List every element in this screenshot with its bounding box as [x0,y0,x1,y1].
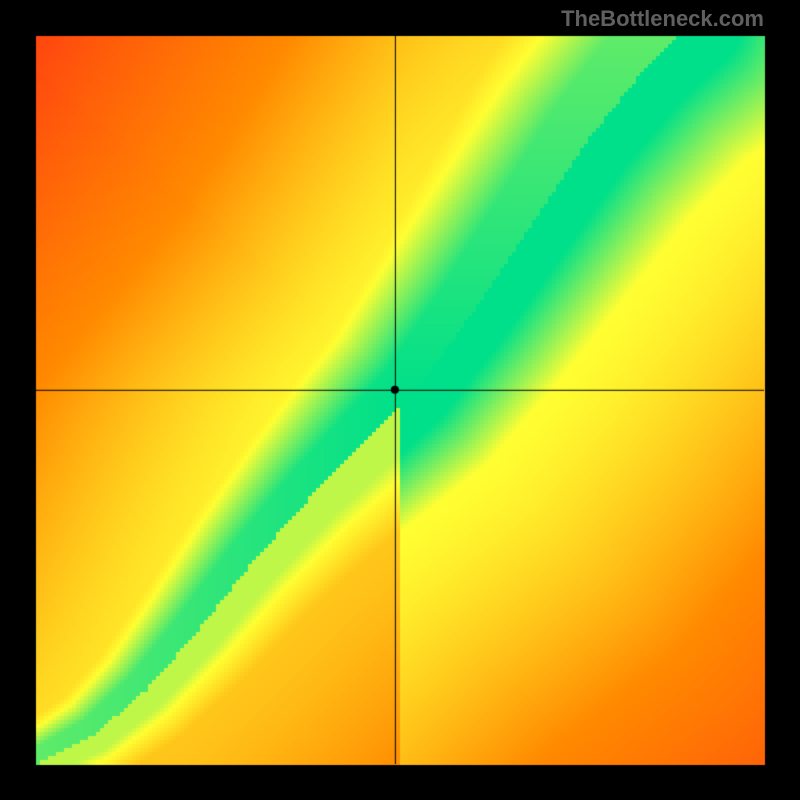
chart-frame: TheBottleneck.com [0,0,800,800]
watermark-text: TheBottleneck.com [561,6,764,32]
heatmap-canvas [0,0,800,800]
